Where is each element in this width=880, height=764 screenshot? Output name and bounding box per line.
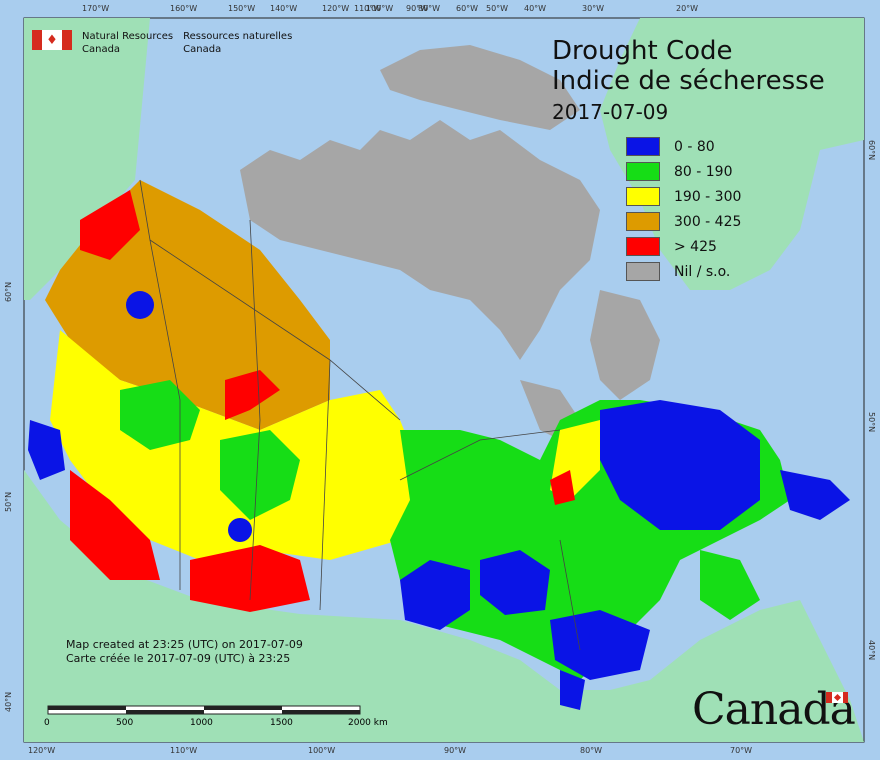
zone-0-80-bc-coast: [28, 420, 65, 480]
scale-tick-label: 1500: [270, 718, 293, 728]
zone-gt425-nwt: [225, 370, 280, 420]
graticule-right-label: 60°N: [867, 140, 876, 161]
zone-0-80-ontario-west: [400, 560, 470, 630]
scale-tick-label: 500: [116, 718, 134, 728]
graticule-left-label: 40°N: [4, 691, 13, 712]
legend-item: Nil / s.o.: [626, 259, 741, 284]
zone-80-190-maritimes: [700, 550, 760, 620]
legend-label: 80 - 190: [674, 163, 733, 180]
legend-swatch: [626, 137, 660, 156]
graticule-bottom-label: 100°W: [308, 746, 336, 755]
graticule-top-label: 150°W: [228, 4, 256, 13]
credit-en: Map created at 23:25 (UTC) on 2017-07-09: [66, 638, 303, 651]
legend-swatch: [626, 237, 660, 256]
legend-item: 190 - 300: [626, 184, 741, 209]
baffin-south: [590, 290, 660, 400]
graticule-top-label: 90°W: [406, 4, 429, 13]
zone-gt425-bc: [70, 470, 160, 580]
zone-0-80-yukon: [126, 291, 154, 319]
legend-label: Nil / s.o.: [674, 263, 731, 280]
scale-bar: 0 500 1000 1500 2000 km: [40, 704, 390, 736]
graticule-top-label: 50°W: [486, 4, 509, 13]
legend-swatch: [626, 212, 660, 231]
wordmark-flag-icon: [826, 692, 848, 703]
graticule-bottom-label: 70°W: [730, 746, 753, 755]
map-date: 2017-07-09: [552, 100, 669, 124]
graticule-bottom-label: 120°W: [28, 746, 56, 755]
agency-name-fr: Ressources naturelles Canada: [183, 31, 293, 55]
ellesmere-island: [380, 45, 580, 130]
legend-item: 0 - 80: [626, 134, 741, 159]
scale-tick-label: 1000: [190, 718, 213, 728]
map-title-en: Drought Code: [552, 36, 733, 66]
legend-label: 300 - 425: [674, 213, 742, 230]
scale-tick-label: 0: [44, 718, 50, 728]
scale-tick-label: 2000 km: [348, 718, 388, 728]
graticule-top-label: 120°W: [322, 4, 350, 13]
graticule-top-label: 20°W: [676, 4, 699, 13]
graticule-top-label: 160°W: [170, 4, 198, 13]
zone-0-80-newfoundland: [780, 470, 850, 520]
greenland-land: [600, 18, 864, 290]
scale-bar-graphic: [47, 705, 361, 715]
legend-item: 80 - 190: [626, 159, 741, 184]
agency-name-en: Natural Resources Canada: [82, 31, 174, 55]
zone-gt425-south-prairies: [190, 545, 310, 612]
graticule-top-label: 60°W: [456, 4, 479, 13]
graticule-right-label: 40°N: [867, 640, 876, 661]
legend-label: > 425: [674, 238, 717, 255]
map-credit: Map created at 23:25 (UTC) on 2017-07-09…: [66, 638, 303, 666]
legend: 0 - 80 80 - 190 190 - 300 300 - 425 > 425 Nil…: [626, 134, 741, 284]
legend-item: > 425: [626, 234, 741, 259]
graticule-top-label: 170°W: [82, 4, 110, 13]
zone-0-80-ontario-central: [480, 550, 550, 615]
zone-0-80-sask: [228, 518, 252, 542]
graticule-left-label: 50°N: [4, 491, 13, 512]
graticule-left-label: 60°N: [4, 281, 13, 302]
legend-label: 0 - 80: [674, 138, 715, 155]
zone-0-80-southern-quebec: [550, 610, 650, 680]
graticule-bottom-label: 90°W: [444, 746, 467, 755]
graticule-top-label: 80°W: [418, 4, 441, 13]
zone-80-190-sask: [220, 430, 300, 520]
provincial-borders: [139, 179, 581, 651]
legend-swatch: [626, 262, 660, 281]
zone-0-80-quebec-north: [600, 400, 760, 530]
alaska-land: [24, 18, 150, 300]
legend-swatch: [626, 187, 660, 206]
canada-flag-icon: ♦: [32, 30, 72, 50]
zone-gt425-yukon: [80, 190, 140, 260]
arctic-archipelago: [240, 120, 600, 360]
graticule-right-label: 50°N: [867, 412, 876, 433]
graticule-top-label: 140°W: [270, 4, 298, 13]
graticule-bottom-label: 80°W: [580, 746, 603, 755]
agency-signature: ♦ Natural Resources Canada Ressources na…: [32, 30, 292, 56]
usa-land: [24, 470, 864, 742]
map-title-block: Drought Code Indice de sécheresse 2017-0…: [552, 36, 825, 126]
map-title-fr: Indice de sécheresse: [552, 66, 825, 96]
graticule-top-label: 100°W: [366, 4, 394, 13]
graticule-top-label: 40°W: [524, 4, 547, 13]
legend-swatch: [626, 162, 660, 181]
graticule-top-label: 110°W: [354, 4, 382, 13]
credit-fr: Carte créée le 2017-07-09 (UTC) à 23:25: [66, 652, 291, 665]
zone-0-80-great-lakes: [560, 670, 585, 710]
graticule-top-label: 30°W: [582, 4, 605, 13]
graticule-bottom-label: 110°W: [170, 746, 198, 755]
zone-gt425-james-bay: [550, 470, 575, 505]
legend-label: 190 - 300: [674, 188, 742, 205]
legend-item: 300 - 425: [626, 209, 741, 234]
